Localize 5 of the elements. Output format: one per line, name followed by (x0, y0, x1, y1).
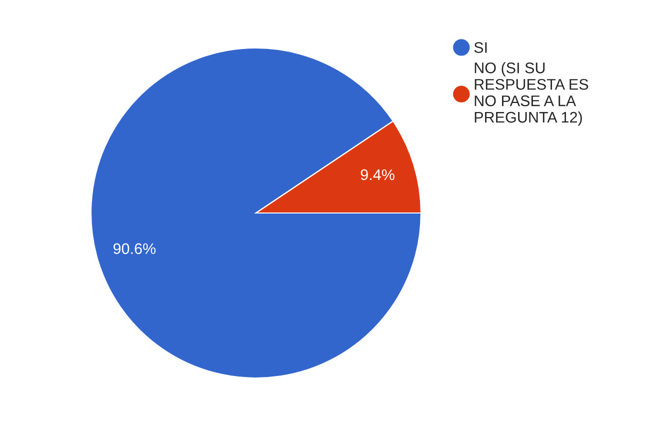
legend-label: SI (474, 42, 487, 53)
data-label: 90.6% (114, 243, 156, 254)
pie-slice (90, 47, 422, 379)
legend-label: NO (SI SU RESPUESTA ES NO PASE A LA PREGUNTA 12) (474, 62, 588, 126)
data-label: 9.4% (360, 169, 394, 180)
